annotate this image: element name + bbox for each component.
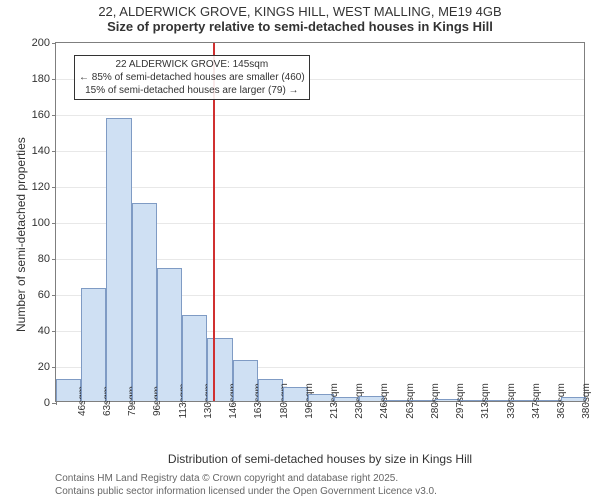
y-tick-label: 80 xyxy=(38,253,56,265)
x-tick-mark xyxy=(106,401,107,405)
x-tick-label: 213sqm xyxy=(325,383,340,419)
x-tick-mark xyxy=(132,401,133,405)
chart-title-line1: 22, ALDERWICK GROVE, KINGS HILL, WEST MA… xyxy=(0,4,600,19)
x-tick-label: 330sqm xyxy=(502,383,517,419)
y-tick-label: 100 xyxy=(32,217,56,229)
x-tick-mark xyxy=(56,401,57,405)
y-tick-label: 120 xyxy=(32,181,56,193)
x-axis-label: Distribution of semi-detached houses by … xyxy=(55,452,585,466)
y-tick-label: 20 xyxy=(38,361,56,373)
x-tick-label: 313sqm xyxy=(476,383,491,419)
x-tick-mark xyxy=(536,401,537,405)
x-tick-mark xyxy=(157,401,158,405)
x-tick-mark xyxy=(334,401,335,405)
x-tick-mark xyxy=(207,401,208,405)
y-axis-label: Number of semi-detached properties xyxy=(14,137,28,332)
marker-annotation-line: 15% of semi-detached houses are larger (… xyxy=(79,84,305,97)
histogram-bar xyxy=(132,203,157,401)
y-tick-label: 0 xyxy=(44,397,56,409)
histogram-bar xyxy=(81,288,106,401)
x-tick-mark xyxy=(359,401,360,405)
y-tick-label: 60 xyxy=(38,289,56,301)
y-tick-label: 180 xyxy=(32,73,56,85)
x-tick-mark xyxy=(409,401,410,405)
x-tick-mark xyxy=(510,401,511,405)
x-tick-mark xyxy=(384,401,385,405)
y-tick-label: 140 xyxy=(32,145,56,157)
y-tick-label: 200 xyxy=(32,37,56,49)
chart-title-line2: Size of property relative to semi-detach… xyxy=(0,19,600,34)
x-tick-label: 363sqm xyxy=(552,383,567,419)
footer-attribution: Contains HM Land Registry data © Crown c… xyxy=(55,472,437,498)
x-tick-label: 297sqm xyxy=(451,383,466,419)
x-tick-label: 196sqm xyxy=(300,383,315,419)
x-tick-mark xyxy=(435,401,436,405)
footer-line1: Contains HM Land Registry data © Crown c… xyxy=(55,472,437,485)
x-tick-mark xyxy=(561,401,562,405)
x-tick-mark xyxy=(460,401,461,405)
x-tick-mark xyxy=(308,401,309,405)
grid-line xyxy=(56,187,584,188)
y-tick-label: 40 xyxy=(38,325,56,337)
x-tick-label: 347sqm xyxy=(527,383,542,419)
x-tick-mark xyxy=(182,401,183,405)
x-tick-mark xyxy=(283,401,284,405)
marker-annotation: 22 ALDERWICK GROVE: 145sqm← 85% of semi-… xyxy=(74,55,310,100)
x-tick-mark xyxy=(585,401,586,405)
footer-line2: Contains public sector information licen… xyxy=(55,485,437,498)
x-tick-mark xyxy=(258,401,259,405)
y-tick-label: 160 xyxy=(32,109,56,121)
plot-area: 02040608010012014016018020046sqm63sqm79s… xyxy=(55,42,585,402)
x-tick-label: 246sqm xyxy=(375,383,390,419)
marker-annotation-line: 22 ALDERWICK GROVE: 145sqm xyxy=(79,58,305,71)
x-tick-label: 230sqm xyxy=(350,383,365,419)
x-tick-label: 263sqm xyxy=(401,383,416,419)
histogram-bar xyxy=(157,268,182,401)
grid-line xyxy=(56,115,584,116)
x-tick-mark xyxy=(81,401,82,405)
x-tick-mark xyxy=(485,401,486,405)
grid-line xyxy=(56,151,584,152)
marker-annotation-line: ← 85% of semi-detached houses are smalle… xyxy=(79,71,305,84)
x-tick-label: 280sqm xyxy=(426,383,441,419)
x-tick-mark xyxy=(233,401,234,405)
histogram-bar xyxy=(106,118,131,401)
chart-container: 22, ALDERWICK GROVE, KINGS HILL, WEST MA… xyxy=(0,0,600,500)
chart-title-block: 22, ALDERWICK GROVE, KINGS HILL, WEST MA… xyxy=(0,0,600,34)
